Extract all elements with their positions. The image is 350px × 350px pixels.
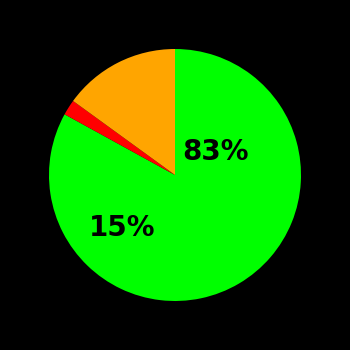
Wedge shape — [73, 49, 175, 175]
Text: 15%: 15% — [89, 214, 155, 242]
Wedge shape — [49, 49, 301, 301]
Wedge shape — [65, 101, 175, 175]
Text: 83%: 83% — [182, 138, 248, 166]
